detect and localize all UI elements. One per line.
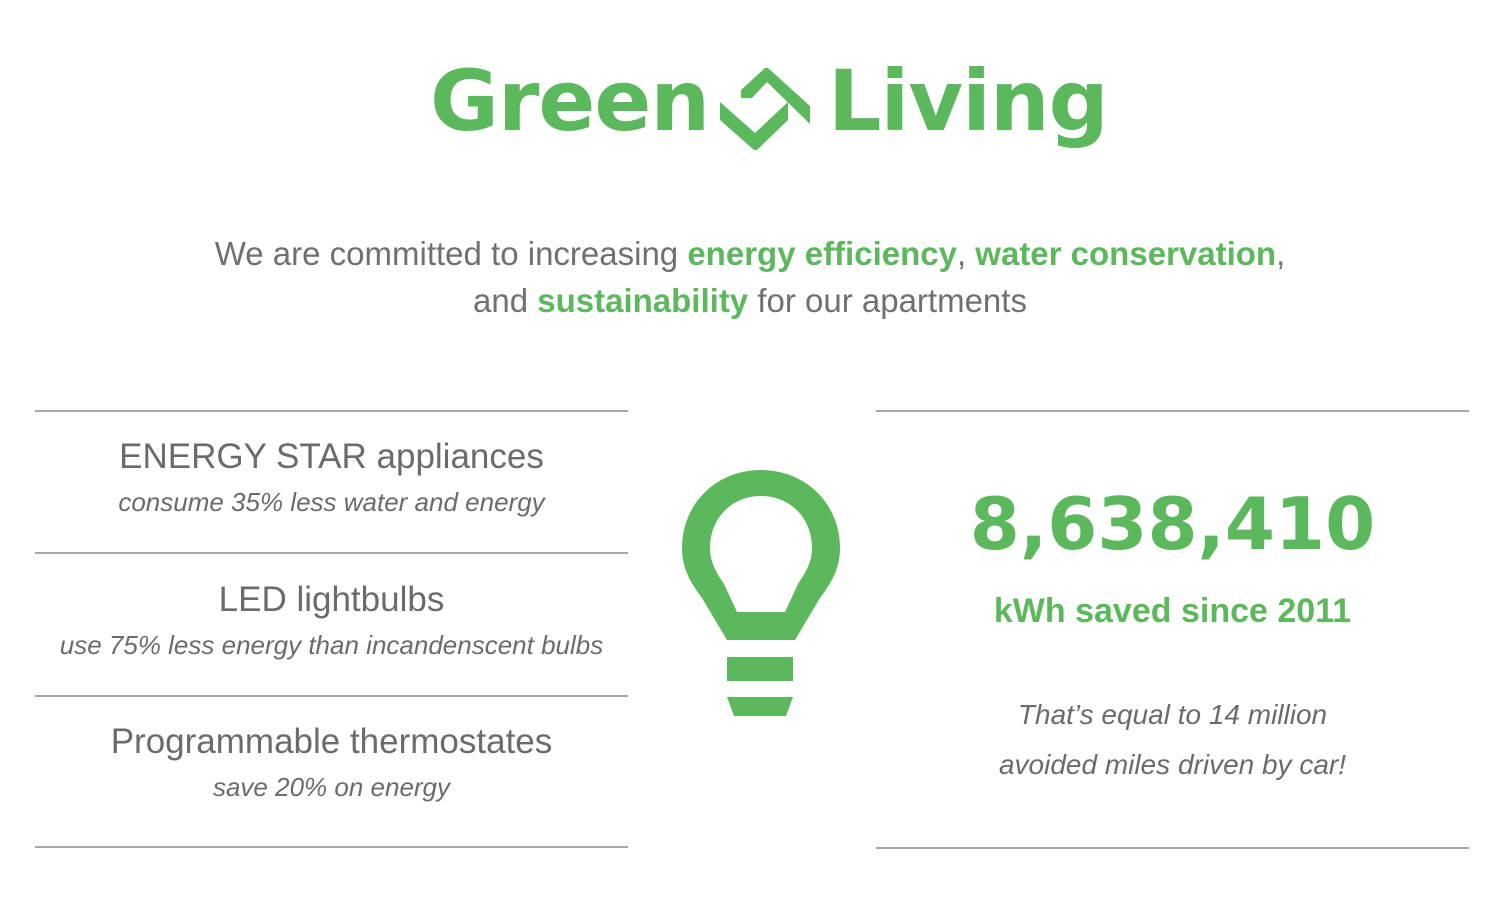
intro-text-part: and xyxy=(473,282,538,319)
highlight-water-conservation: water conservation xyxy=(975,235,1277,272)
divider xyxy=(876,410,1469,412)
kwh-saved-label: kWh saved since 2011 xyxy=(993,592,1352,630)
divider xyxy=(35,846,628,848)
highlight-energy-efficiency: energy efficiency xyxy=(687,235,957,272)
logo-word-living: Living xyxy=(828,52,1109,150)
feature-title: ENERGY STAR appliances xyxy=(119,437,544,476)
intro-text-part: for our apartments xyxy=(748,282,1027,319)
up-down-chevron-icon xyxy=(720,68,810,150)
feature-title: Programmable thermostates xyxy=(110,722,553,761)
feature-subtitle: save 20% on energy xyxy=(212,772,451,802)
divider xyxy=(35,410,628,412)
equivalence-note: That’s equal to 14 million avoided miles… xyxy=(876,690,1469,790)
intro-text-part: , xyxy=(1276,235,1286,272)
feature-thermostats: Programmable thermostates save 20% on en… xyxy=(35,722,628,803)
kwh-saved-value: 8,638,410 xyxy=(969,482,1376,566)
feature-energy-star: ENERGY STAR appliances consume 35% less … xyxy=(35,437,628,518)
divider xyxy=(876,847,1469,849)
highlight-sustainability: sustainability xyxy=(537,282,749,319)
feature-subtitle: use 75% less energy than incandenscent b… xyxy=(59,630,604,660)
lightbulb-icon xyxy=(682,470,840,716)
note-line: avoided miles driven by car! xyxy=(998,749,1347,780)
intro-text-part: , xyxy=(956,235,976,272)
feature-subtitle: consume 35% less water and energy xyxy=(118,487,545,517)
divider xyxy=(35,695,628,697)
feature-title: LED lightbulbs xyxy=(218,580,445,619)
intro-text: We are committed to increasing energy ef… xyxy=(0,230,1500,324)
logo-word-green: Green xyxy=(430,52,710,150)
feature-led: LED lightbulbs use 75% less energy than … xyxy=(35,580,628,661)
divider xyxy=(35,552,628,554)
note-line: That’s equal to 14 million xyxy=(1017,699,1328,730)
intro-text-part: We are committed to increasing xyxy=(214,235,688,272)
